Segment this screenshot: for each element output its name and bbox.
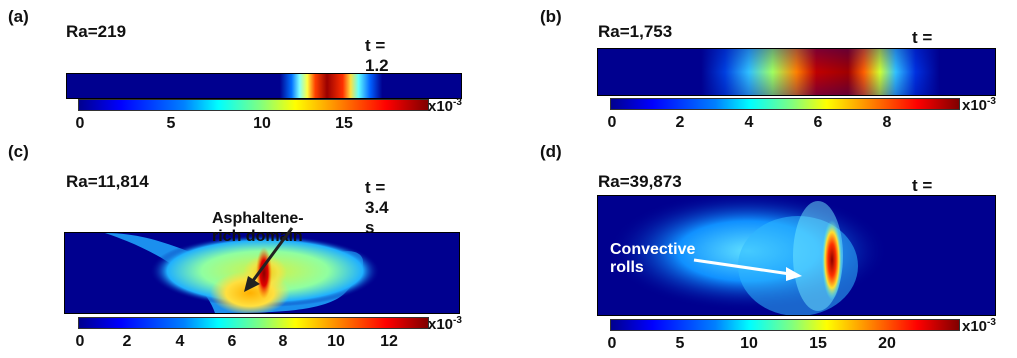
- colorbar-exponent: x10-3: [428, 97, 462, 115]
- colorbar-tick: 12: [380, 333, 398, 350]
- rayleigh-number: Ra=11,814: [66, 172, 149, 191]
- colorbar-tick: 8: [278, 333, 288, 350]
- colorbar-tick: 15: [335, 115, 353, 132]
- colorbar-tick: 2: [675, 114, 685, 131]
- colorbar-tick: 20: [878, 335, 896, 352]
- concentration-field: [66, 73, 462, 99]
- concentration-field: [64, 232, 460, 314]
- colorbar-exponent: x10-3: [428, 315, 462, 333]
- annotation-label: Convective rolls: [610, 241, 696, 276]
- colorbar-tick: 8: [882, 114, 892, 131]
- colorbar-tick: 0: [607, 335, 617, 352]
- colorbar-tick: 2: [122, 333, 132, 350]
- colorbar-tick: 10: [327, 333, 345, 350]
- colorbar-tick: 0: [75, 115, 85, 132]
- panel-label: (a): [8, 7, 29, 26]
- panel-label: (b): [540, 7, 562, 26]
- panel-label: (d): [540, 142, 562, 161]
- annotation-arrow: [244, 227, 294, 292]
- colorbar-tick: 6: [813, 114, 823, 131]
- colorbar-tick: 5: [166, 115, 176, 132]
- colorbar: [78, 317, 429, 329]
- annotation-arrow: [693, 258, 802, 281]
- colorbar-tick: 4: [744, 114, 754, 131]
- concentration-field: [597, 48, 996, 96]
- panel-label: (c): [8, 142, 29, 161]
- colorbar: [610, 319, 960, 331]
- colorbar-tick: 0: [75, 333, 85, 350]
- colorbar-exponent: x10-3: [962, 96, 996, 114]
- colorbar: [610, 98, 960, 110]
- colorbar-tick: 6: [227, 333, 237, 350]
- colorbar-tick: 10: [740, 335, 758, 352]
- concentration-field: [597, 195, 996, 316]
- colorbar-tick: 10: [253, 115, 271, 132]
- colorbar-exponent: x10-3: [962, 317, 996, 335]
- rayleigh-number: Ra=39,873: [598, 172, 682, 191]
- rayleigh-number: Ra=1,753: [598, 22, 673, 41]
- colorbar-tick: 5: [675, 335, 685, 352]
- annotation-label: Asphaltene-rich domain: [212, 210, 304, 245]
- rayleigh-number: Ra=219: [66, 22, 127, 41]
- colorbar: [78, 99, 429, 111]
- colorbar-tick: 15: [809, 335, 827, 352]
- colorbar-tick: 4: [175, 333, 185, 350]
- time-label: t = 3.4 s: [365, 178, 389, 237]
- colorbar-tick: 0: [607, 114, 617, 131]
